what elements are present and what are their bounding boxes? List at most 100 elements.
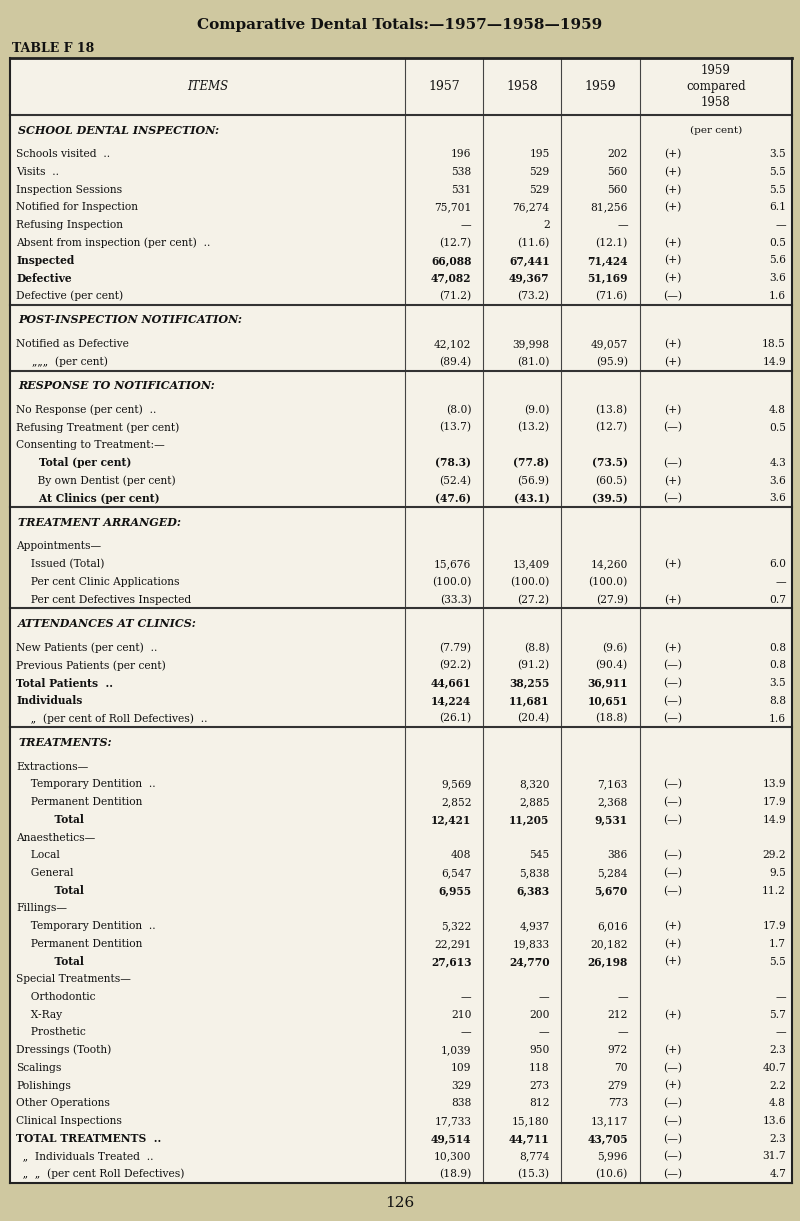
Text: 1.6: 1.6 [769, 713, 786, 724]
Text: 118: 118 [529, 1062, 550, 1073]
Text: (95.9): (95.9) [596, 357, 628, 366]
Text: (100.0): (100.0) [432, 576, 471, 587]
Text: —: — [461, 991, 471, 1002]
Text: 13.9: 13.9 [762, 779, 786, 790]
Text: 1.7: 1.7 [769, 939, 786, 949]
Text: 22,291: 22,291 [434, 939, 471, 949]
Text: 3.6: 3.6 [770, 274, 786, 283]
Text: (per cent): (per cent) [690, 126, 742, 134]
Text: (+): (+) [664, 595, 682, 604]
Text: (39.5): (39.5) [592, 493, 628, 504]
Text: 6,955: 6,955 [438, 885, 471, 896]
Text: Polishings: Polishings [16, 1081, 71, 1090]
Text: 66,088: 66,088 [431, 255, 471, 266]
Text: 1959
compared
1958: 1959 compared 1958 [686, 63, 746, 109]
Text: 17.9: 17.9 [762, 797, 786, 807]
Text: 38,255: 38,255 [510, 678, 550, 689]
Text: 27,613: 27,613 [431, 956, 471, 967]
Text: —: — [539, 991, 550, 1002]
Text: (+): (+) [664, 1081, 682, 1090]
Text: 7,163: 7,163 [598, 779, 628, 790]
Text: SCHOOL DENTAL INSPECTION:: SCHOOL DENTAL INSPECTION: [18, 125, 219, 136]
Text: (100.0): (100.0) [589, 576, 628, 587]
Text: Other Operations: Other Operations [16, 1098, 110, 1109]
Text: 560: 560 [607, 184, 628, 194]
Text: 200: 200 [529, 1010, 550, 1020]
Text: Previous Patients (per cent): Previous Patients (per cent) [16, 661, 166, 670]
Text: (+): (+) [664, 357, 682, 366]
Text: (10.6): (10.6) [595, 1168, 628, 1179]
Text: 13,409: 13,409 [512, 559, 550, 569]
Text: (12.1): (12.1) [595, 238, 628, 248]
Text: (+): (+) [664, 339, 682, 349]
Text: 12,421: 12,421 [431, 814, 471, 825]
Text: 812: 812 [529, 1098, 550, 1109]
Text: Defective: Defective [16, 272, 72, 283]
Text: (—): (—) [663, 868, 682, 878]
Text: (56.9): (56.9) [518, 475, 550, 486]
Text: At Clinics (per cent): At Clinics (per cent) [24, 493, 160, 504]
Text: (—): (—) [663, 1133, 682, 1144]
Text: No Response (per cent)  ..: No Response (per cent) .. [16, 404, 156, 415]
Text: 5,670: 5,670 [594, 885, 628, 896]
Text: 279: 279 [607, 1081, 628, 1090]
Text: 10,300: 10,300 [434, 1151, 471, 1161]
Text: 1959: 1959 [585, 79, 616, 93]
Text: 408: 408 [451, 850, 471, 861]
Text: Special Treatments—: Special Treatments— [16, 974, 131, 984]
Text: 329: 329 [451, 1081, 471, 1090]
Text: (—): (—) [663, 850, 682, 861]
Text: (—): (—) [663, 422, 682, 432]
Text: (—): (—) [663, 1098, 682, 1109]
Text: 212: 212 [607, 1010, 628, 1020]
Text: 2.2: 2.2 [769, 1081, 786, 1090]
Text: POST-INSPECTION NOTIFICATION:: POST-INSPECTION NOTIFICATION: [18, 315, 242, 326]
Text: (—): (—) [663, 661, 682, 670]
Text: 36,911: 36,911 [587, 678, 628, 689]
Text: 386: 386 [607, 850, 628, 861]
Text: 8,774: 8,774 [519, 1151, 550, 1161]
Text: (81.0): (81.0) [517, 357, 550, 366]
Text: (—): (—) [663, 797, 682, 807]
Text: 2: 2 [543, 220, 550, 230]
Text: 5,838: 5,838 [519, 868, 550, 878]
Text: 1,039: 1,039 [441, 1045, 471, 1055]
Text: (9.6): (9.6) [602, 642, 628, 653]
Text: (+): (+) [664, 255, 682, 266]
Text: 11,205: 11,205 [510, 814, 550, 825]
Text: 11,681: 11,681 [509, 695, 550, 707]
Text: (71.2): (71.2) [439, 291, 471, 302]
Text: 5.5: 5.5 [769, 184, 786, 194]
Text: (12.7): (12.7) [439, 238, 471, 248]
Text: (+): (+) [664, 939, 682, 949]
Text: 1958: 1958 [506, 79, 538, 93]
Text: Individuals: Individuals [16, 695, 82, 707]
Text: (+): (+) [664, 642, 682, 653]
Text: 4.3: 4.3 [770, 458, 786, 468]
Text: (+): (+) [664, 475, 682, 486]
Text: 9,569: 9,569 [441, 779, 471, 790]
Text: Permanent Dentition: Permanent Dentition [24, 939, 142, 949]
Text: Visits  ..: Visits .. [16, 167, 59, 177]
Text: 950: 950 [530, 1045, 550, 1055]
Text: (13.8): (13.8) [595, 404, 628, 415]
Text: (91.2): (91.2) [518, 661, 550, 670]
Text: Temporary Dentition  ..: Temporary Dentition .. [24, 779, 156, 790]
Text: 9.5: 9.5 [769, 868, 786, 878]
Text: Schools visited  ..: Schools visited .. [16, 149, 110, 159]
Text: (—): (—) [663, 814, 682, 825]
Text: 14,260: 14,260 [590, 559, 628, 569]
Text: Temporary Dentition  ..: Temporary Dentition .. [24, 921, 156, 932]
Text: Issued (Total): Issued (Total) [24, 559, 105, 569]
Text: 0.5: 0.5 [769, 422, 786, 432]
Text: Total: Total [32, 885, 84, 896]
Text: 838: 838 [451, 1098, 471, 1109]
Text: (18.9): (18.9) [439, 1168, 471, 1179]
Text: (89.4): (89.4) [439, 357, 471, 366]
Text: 4,937: 4,937 [519, 921, 550, 932]
Text: 773: 773 [608, 1098, 628, 1109]
Text: „  Individuals Treated  ..: „ Individuals Treated .. [16, 1151, 154, 1161]
Text: Orthodontic: Orthodontic [24, 991, 95, 1002]
Text: 15,180: 15,180 [512, 1116, 550, 1126]
Text: 17,733: 17,733 [434, 1116, 471, 1126]
